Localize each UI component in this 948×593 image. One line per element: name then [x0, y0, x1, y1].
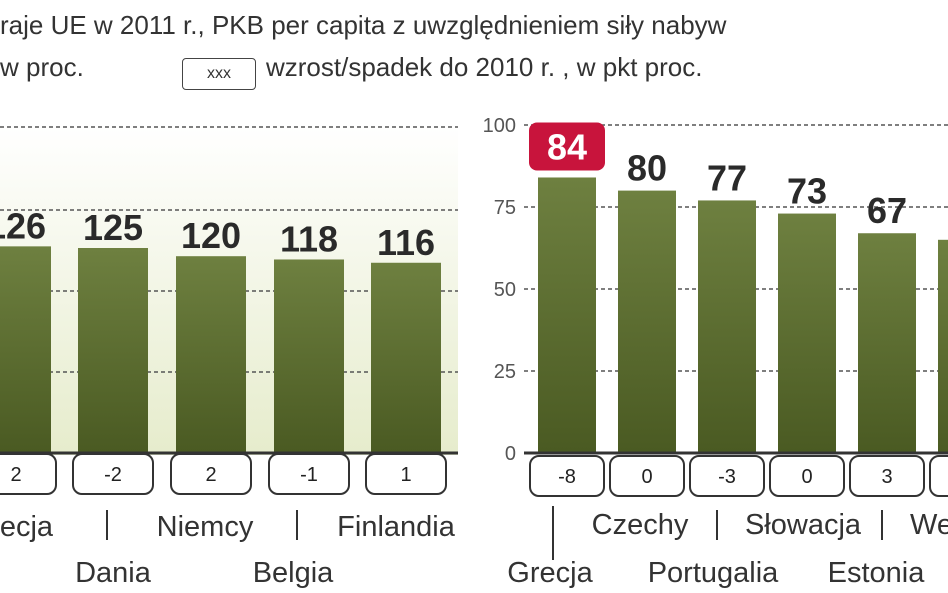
change-label: -1: [300, 464, 318, 486]
change-label: 0: [641, 466, 652, 488]
change-label-box: [689, 455, 765, 497]
change-label: 0: [801, 466, 812, 488]
bar-finlandia: [371, 262, 441, 453]
y-tick-label: 100: [483, 115, 516, 137]
category-label: Belgia: [253, 557, 334, 589]
y-tick-label: 25: [494, 361, 516, 383]
change-label: -2: [104, 464, 122, 486]
bar-belgia: [274, 259, 344, 453]
bar-estonia: [858, 233, 916, 453]
change-label: 2: [10, 464, 21, 486]
change-label: -8: [558, 466, 576, 488]
bar-czechy: [618, 190, 676, 453]
bar-szwecja: [0, 246, 51, 453]
value-label: 125: [83, 207, 143, 248]
chart-subtitle: raje UE w 2011 r., PKB per capita z uwzg…: [0, 10, 727, 40]
category-label: wecja: [0, 511, 54, 543]
category-label: Finlandia: [337, 511, 456, 543]
change-label-box: [769, 455, 845, 497]
value-label: 67: [867, 190, 907, 231]
bar-grecja: [538, 177, 596, 454]
y-tick-label: 50: [494, 279, 516, 301]
value-label: 120: [181, 215, 241, 256]
change-label-box: [529, 455, 605, 497]
bar-niemcy: [176, 256, 246, 453]
change-label-box: [929, 455, 948, 497]
change-label-box: [849, 455, 925, 497]
change-label: 3: [881, 466, 892, 488]
category-label: Grecja: [507, 557, 593, 589]
change-label: 1: [400, 464, 411, 486]
category-label: Portugalia: [648, 557, 779, 589]
category-label: We: [910, 509, 948, 541]
change-label-box: [609, 455, 685, 497]
category-label: Słowacja: [745, 509, 862, 541]
y-tick-label: 75: [494, 197, 516, 219]
change-label: -3: [718, 466, 736, 488]
legend-box: xxx: [182, 58, 256, 90]
bar-słowacja: [778, 213, 836, 453]
category-label: Dania: [75, 557, 152, 589]
value-label: 80: [627, 148, 667, 189]
bar-portugalia: [698, 200, 756, 453]
value-label: 84: [547, 126, 587, 167]
value-label: 116: [377, 222, 435, 263]
change-label-box: [0, 453, 57, 495]
y-tick-label: 0: [505, 443, 516, 465]
value-label: 73: [787, 171, 827, 212]
right-chart: 0 25 50 75 100 84 -8 80 0 77 -3 73 0 67 3 Grecja Czechy P…: [483, 115, 948, 589]
legend-text: wzrost/spadek do 2010 r. , w pkt proc.: [266, 52, 703, 82]
value-label: 126: [0, 205, 46, 246]
highlight-badge: [529, 122, 605, 171]
category-label: Estonia: [828, 557, 926, 589]
bar-we: [938, 239, 948, 453]
unit-label: w proc.: [0, 52, 84, 82]
category-label: Niemcy: [157, 511, 254, 543]
bar-dania: [78, 248, 148, 453]
change-label: 2: [205, 464, 216, 486]
value-label: 77: [707, 157, 747, 198]
category-label: Czechy: [592, 509, 689, 541]
value-label: 118: [280, 218, 338, 259]
